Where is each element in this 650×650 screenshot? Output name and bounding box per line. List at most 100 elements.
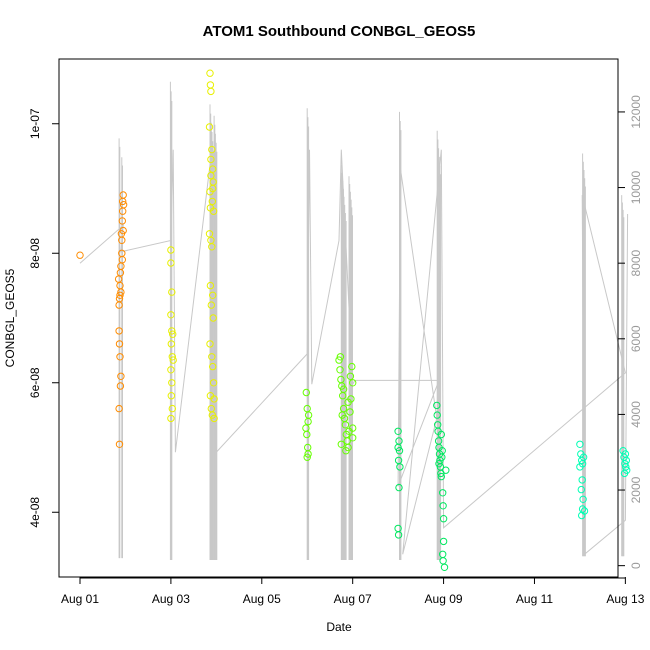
data-point (395, 483, 403, 492)
x-tick-label: Aug 13 (606, 592, 644, 606)
data-point (119, 201, 128, 209)
data-point (439, 537, 448, 546)
data-point (118, 236, 126, 245)
data-point (117, 288, 125, 296)
data-point (169, 356, 177, 364)
data-point (579, 495, 587, 503)
data-point (167, 340, 176, 348)
data-point (210, 395, 218, 403)
series-group (302, 353, 357, 461)
altitude-spike-group (209, 104, 214, 560)
data-point (349, 424, 357, 432)
data-point (439, 557, 447, 565)
y-left-tick-label: 4e-08 (28, 497, 42, 528)
data-point (304, 450, 312, 458)
y-left-tick-label: 1e-07 (28, 108, 42, 139)
data-point (118, 249, 126, 258)
data-point (336, 353, 345, 361)
y-right-tick-label: 0 (629, 562, 643, 569)
altitude-spike-group (213, 115, 218, 560)
data-point (206, 69, 214, 77)
altitude-spike-group (582, 153, 586, 557)
data-point (578, 511, 586, 520)
data-point (208, 243, 216, 251)
data-point (438, 447, 446, 455)
data-point (209, 379, 218, 387)
data-point (621, 460, 629, 468)
data-point (302, 424, 310, 432)
data-point (394, 443, 402, 452)
data-point (168, 353, 177, 361)
data-point (207, 155, 215, 164)
y-right-tick-label: 8000 (629, 250, 643, 277)
data-point (337, 440, 345, 448)
data-point (208, 353, 216, 361)
data-point (209, 291, 217, 299)
y-right-tick-label: 6000 (629, 325, 643, 352)
altitude-spike-group (118, 138, 121, 559)
data-point (207, 87, 215, 96)
data-point (169, 330, 177, 338)
data-point (116, 382, 125, 390)
altitude-spike-group (169, 81, 173, 560)
data-point (394, 531, 403, 539)
data-point (435, 460, 443, 468)
data-point (206, 340, 214, 348)
data-point (208, 197, 217, 206)
x-axis-label: Date (326, 620, 352, 634)
x-tick-label: Aug 11 (516, 592, 553, 606)
series-group (167, 69, 218, 423)
x-axis: Aug 01 Aug 03 Aug 05 Aug 07 Aug 09 Aug 11 Aug … (61, 577, 645, 606)
y-right-tick-label: 2000 (629, 476, 643, 503)
data-point (348, 362, 356, 371)
data-point (576, 463, 584, 471)
data-point (346, 372, 355, 380)
data-point (115, 327, 123, 335)
data-point (346, 408, 354, 416)
data-point (207, 171, 215, 180)
data-point (433, 411, 441, 419)
plot-frame (58, 58, 619, 578)
data-point (577, 485, 585, 494)
series-group (576, 440, 631, 520)
data-point (433, 401, 441, 410)
data-point (437, 430, 445, 439)
data-point (439, 489, 447, 497)
data-point (207, 301, 216, 309)
data-point (167, 259, 175, 267)
data-point (336, 366, 344, 374)
data-point (206, 281, 215, 290)
altitude-spike-group (436, 130, 442, 560)
chart-title: ATOM1 Southbound CONBGL_GEOS5 (203, 23, 476, 40)
data-point (168, 379, 176, 387)
data-point (394, 427, 402, 435)
data-point (76, 251, 84, 259)
data-point (208, 145, 216, 154)
data-point (302, 388, 310, 397)
x-tick-label: Aug 09 (425, 592, 463, 606)
data-point (339, 385, 348, 393)
data-point (167, 311, 175, 319)
data-point (209, 314, 217, 322)
data-point (115, 404, 123, 413)
data-point (396, 463, 404, 471)
data-point (439, 502, 447, 510)
data-point (344, 398, 352, 406)
data-point (117, 262, 125, 270)
data-point (210, 414, 218, 423)
data-point (115, 340, 124, 348)
data-point (209, 184, 217, 193)
x-tick-label: Aug 05 (243, 592, 281, 606)
series-group (394, 401, 450, 571)
data-point (167, 392, 176, 400)
y-right-tick-label: 4000 (629, 401, 643, 428)
altitude-spike-group (621, 195, 625, 557)
data-point (116, 291, 124, 299)
data-point (168, 404, 177, 413)
data-point (620, 469, 629, 478)
points-layer (76, 69, 631, 571)
data-point (341, 421, 350, 429)
data-point (115, 301, 123, 309)
data-point (206, 81, 215, 89)
